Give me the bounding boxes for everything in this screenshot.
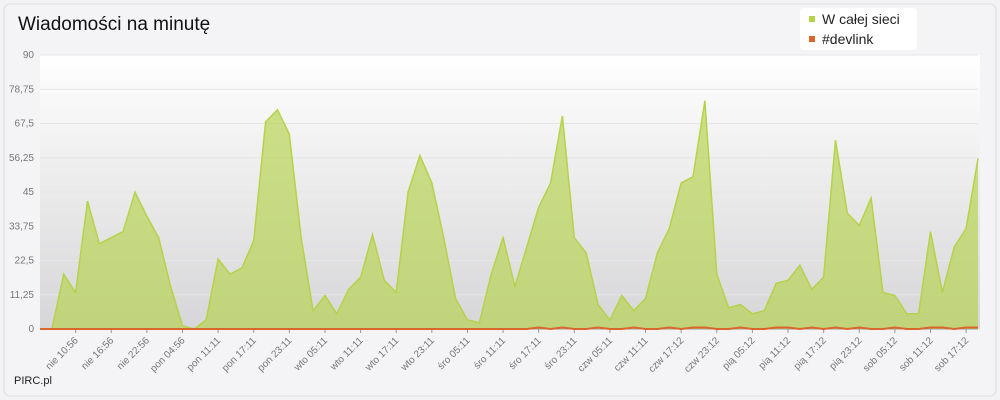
legend-label: #devlink	[822, 31, 874, 47]
area	[40, 100, 978, 329]
y-tick-label: 0	[28, 324, 34, 335]
y-tick-label: 33,75	[9, 221, 34, 232]
legend-box	[800, 8, 917, 50]
y-tick-label: 78,75	[9, 84, 34, 95]
y-tick-label: 56,25	[9, 153, 34, 164]
y-tick-label: 22,5	[15, 256, 35, 267]
line	[40, 100, 979, 330]
line	[40, 326, 978, 331]
y-tick-label: 45	[23, 187, 35, 198]
y-tick-label: 90	[23, 50, 35, 61]
y-tick-label: 11,25	[10, 290, 35, 301]
legend-swatch	[809, 16, 815, 22]
credit: PIRC.pl	[14, 375, 52, 387]
chart-title: Wiadomości na minutę	[18, 14, 210, 35]
legend-swatch	[809, 36, 815, 42]
y-tick-label: 67,5	[15, 119, 35, 130]
legend-label: W całej sieci	[822, 11, 900, 27]
